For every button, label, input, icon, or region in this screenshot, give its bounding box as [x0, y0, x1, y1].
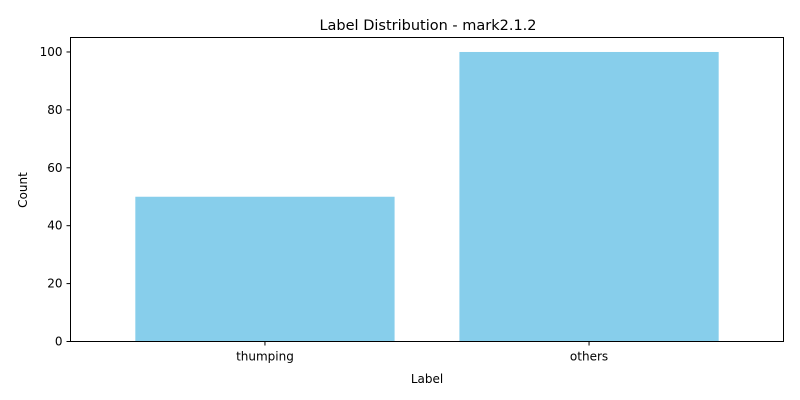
y-tick-label: 20 — [47, 277, 62, 291]
x-axis-ticks: thumping others — [236, 341, 608, 364]
chart-title: Label Distribution - mark2.1.2 — [319, 18, 536, 34]
x-axis-label: Label — [411, 372, 443, 386]
plot-frame — [70, 37, 784, 342]
y-tick-label: 40 — [47, 219, 62, 233]
x-tick-label: others — [570, 350, 608, 364]
y-tick-label: 60 — [47, 161, 62, 175]
bars-group — [135, 51, 719, 342]
y-axis-label: Count — [16, 172, 30, 208]
y-tick-label: 80 — [47, 103, 62, 117]
y-tick-label: 100 — [40, 45, 63, 59]
y-tick-label: 0 — [55, 335, 63, 349]
x-tick-label: thumping — [236, 350, 294, 364]
bar-others — [459, 51, 719, 342]
y-axis-ticks: 0 20 40 60 80 100 — [40, 45, 71, 349]
bar-thumping — [135, 196, 395, 342]
